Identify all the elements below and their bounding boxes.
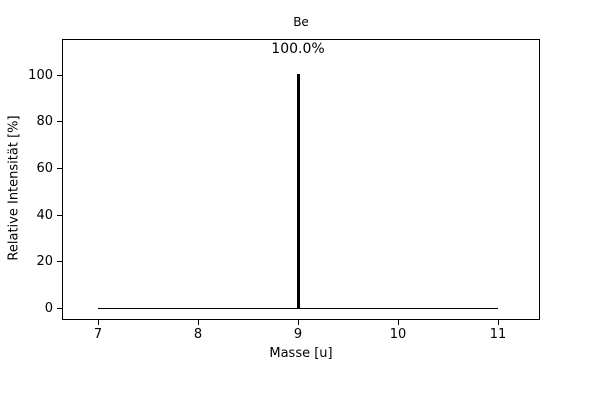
x-axis-label: Masse [u] bbox=[269, 346, 333, 361]
y-tick-label: 20 bbox=[36, 254, 53, 270]
x-tick-mark bbox=[197, 320, 199, 325]
y-tick-mark bbox=[57, 74, 62, 76]
stem-line bbox=[296, 74, 300, 310]
y-tick-label: 40 bbox=[36, 207, 53, 223]
x-tick-label: 11 bbox=[489, 327, 507, 342]
y-axis-label: Relative Intensität [%] bbox=[6, 114, 22, 261]
y-tick-mark bbox=[57, 121, 62, 123]
y-tick-mark bbox=[57, 214, 62, 216]
x-tick-label: 8 bbox=[193, 327, 203, 342]
y-tick-mark bbox=[57, 261, 62, 263]
peak-annotation: 100.0% bbox=[271, 41, 325, 57]
x-tick-mark bbox=[297, 320, 299, 325]
x-tick-label: 7 bbox=[93, 327, 103, 342]
y-tick-label: 80 bbox=[36, 114, 53, 130]
x-tick-label: 9 bbox=[293, 327, 303, 342]
y-tick-mark bbox=[57, 168, 62, 170]
x-tick-mark bbox=[497, 320, 499, 325]
y-tick-mark bbox=[57, 307, 62, 309]
y-tick-label: 100 bbox=[28, 67, 53, 83]
y-tick-label: 0 bbox=[44, 300, 53, 316]
x-tick-mark bbox=[397, 320, 399, 325]
chart-title: Be bbox=[293, 15, 309, 29]
x-tick-mark bbox=[97, 320, 99, 325]
x-tick-label: 10 bbox=[389, 327, 407, 342]
y-tick-label: 60 bbox=[36, 161, 53, 177]
plot-area bbox=[62, 39, 540, 320]
